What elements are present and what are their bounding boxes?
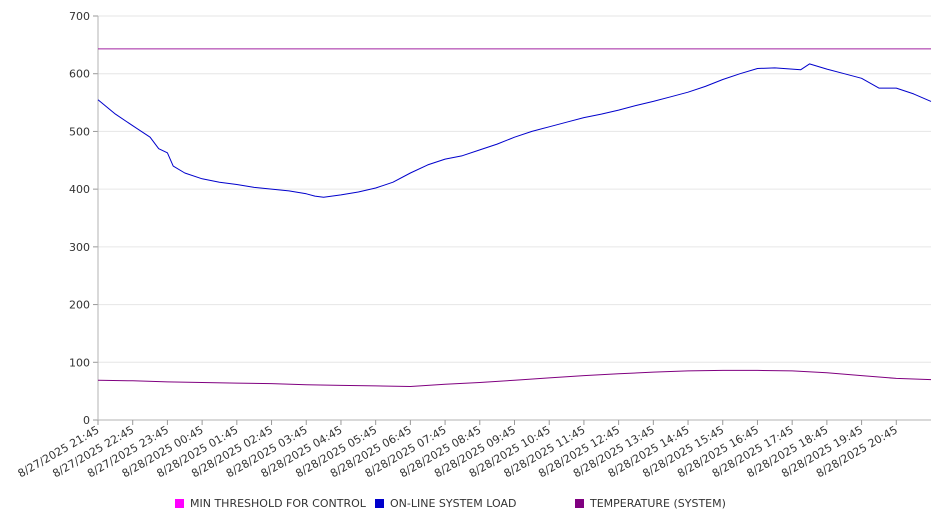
legend-swatch-temperature bbox=[575, 499, 584, 508]
y-tick-labels: 0 100 200 300 400 500 600 700 bbox=[69, 10, 90, 427]
legend-item-min-threshold: MIN THRESHOLD FOR CONTROL bbox=[175, 497, 366, 510]
y-tick-label: 300 bbox=[69, 241, 90, 254]
y-tick-label: 400 bbox=[69, 183, 90, 196]
grid-lines bbox=[98, 15, 931, 363]
legend: MIN THRESHOLD FOR CONTROL ON-LINE SYSTEM… bbox=[0, 497, 946, 515]
y-tick-label: 500 bbox=[69, 125, 90, 138]
legend-swatch-system-load bbox=[375, 499, 384, 508]
legend-label-min-threshold: MIN THRESHOLD FOR CONTROL bbox=[190, 497, 366, 510]
system-load-line bbox=[97, 63, 932, 198]
legend-label-temperature: TEMPERATURE (SYSTEM) bbox=[590, 497, 726, 510]
series-lines bbox=[97, 48, 932, 387]
axes bbox=[93, 15, 931, 425]
y-tick-label: 200 bbox=[69, 299, 90, 312]
legend-swatch-min-threshold bbox=[175, 499, 184, 508]
y-tick-label: 700 bbox=[69, 10, 90, 23]
legend-label-system-load: ON-LINE SYSTEM LOAD bbox=[390, 497, 517, 510]
legend-item-system-load: ON-LINE SYSTEM LOAD bbox=[375, 497, 516, 510]
y-tick-label: 0 bbox=[83, 414, 90, 427]
y-tick-label: 100 bbox=[69, 356, 90, 369]
x-tick-labels: 8/27/2025 21:458/27/2025 22:458/27/2025 … bbox=[16, 423, 900, 480]
y-tick-label: 600 bbox=[69, 68, 90, 81]
legend-item-temperature: TEMPERATURE (SYSTEM) bbox=[575, 497, 726, 510]
temperature-line bbox=[97, 369, 932, 387]
